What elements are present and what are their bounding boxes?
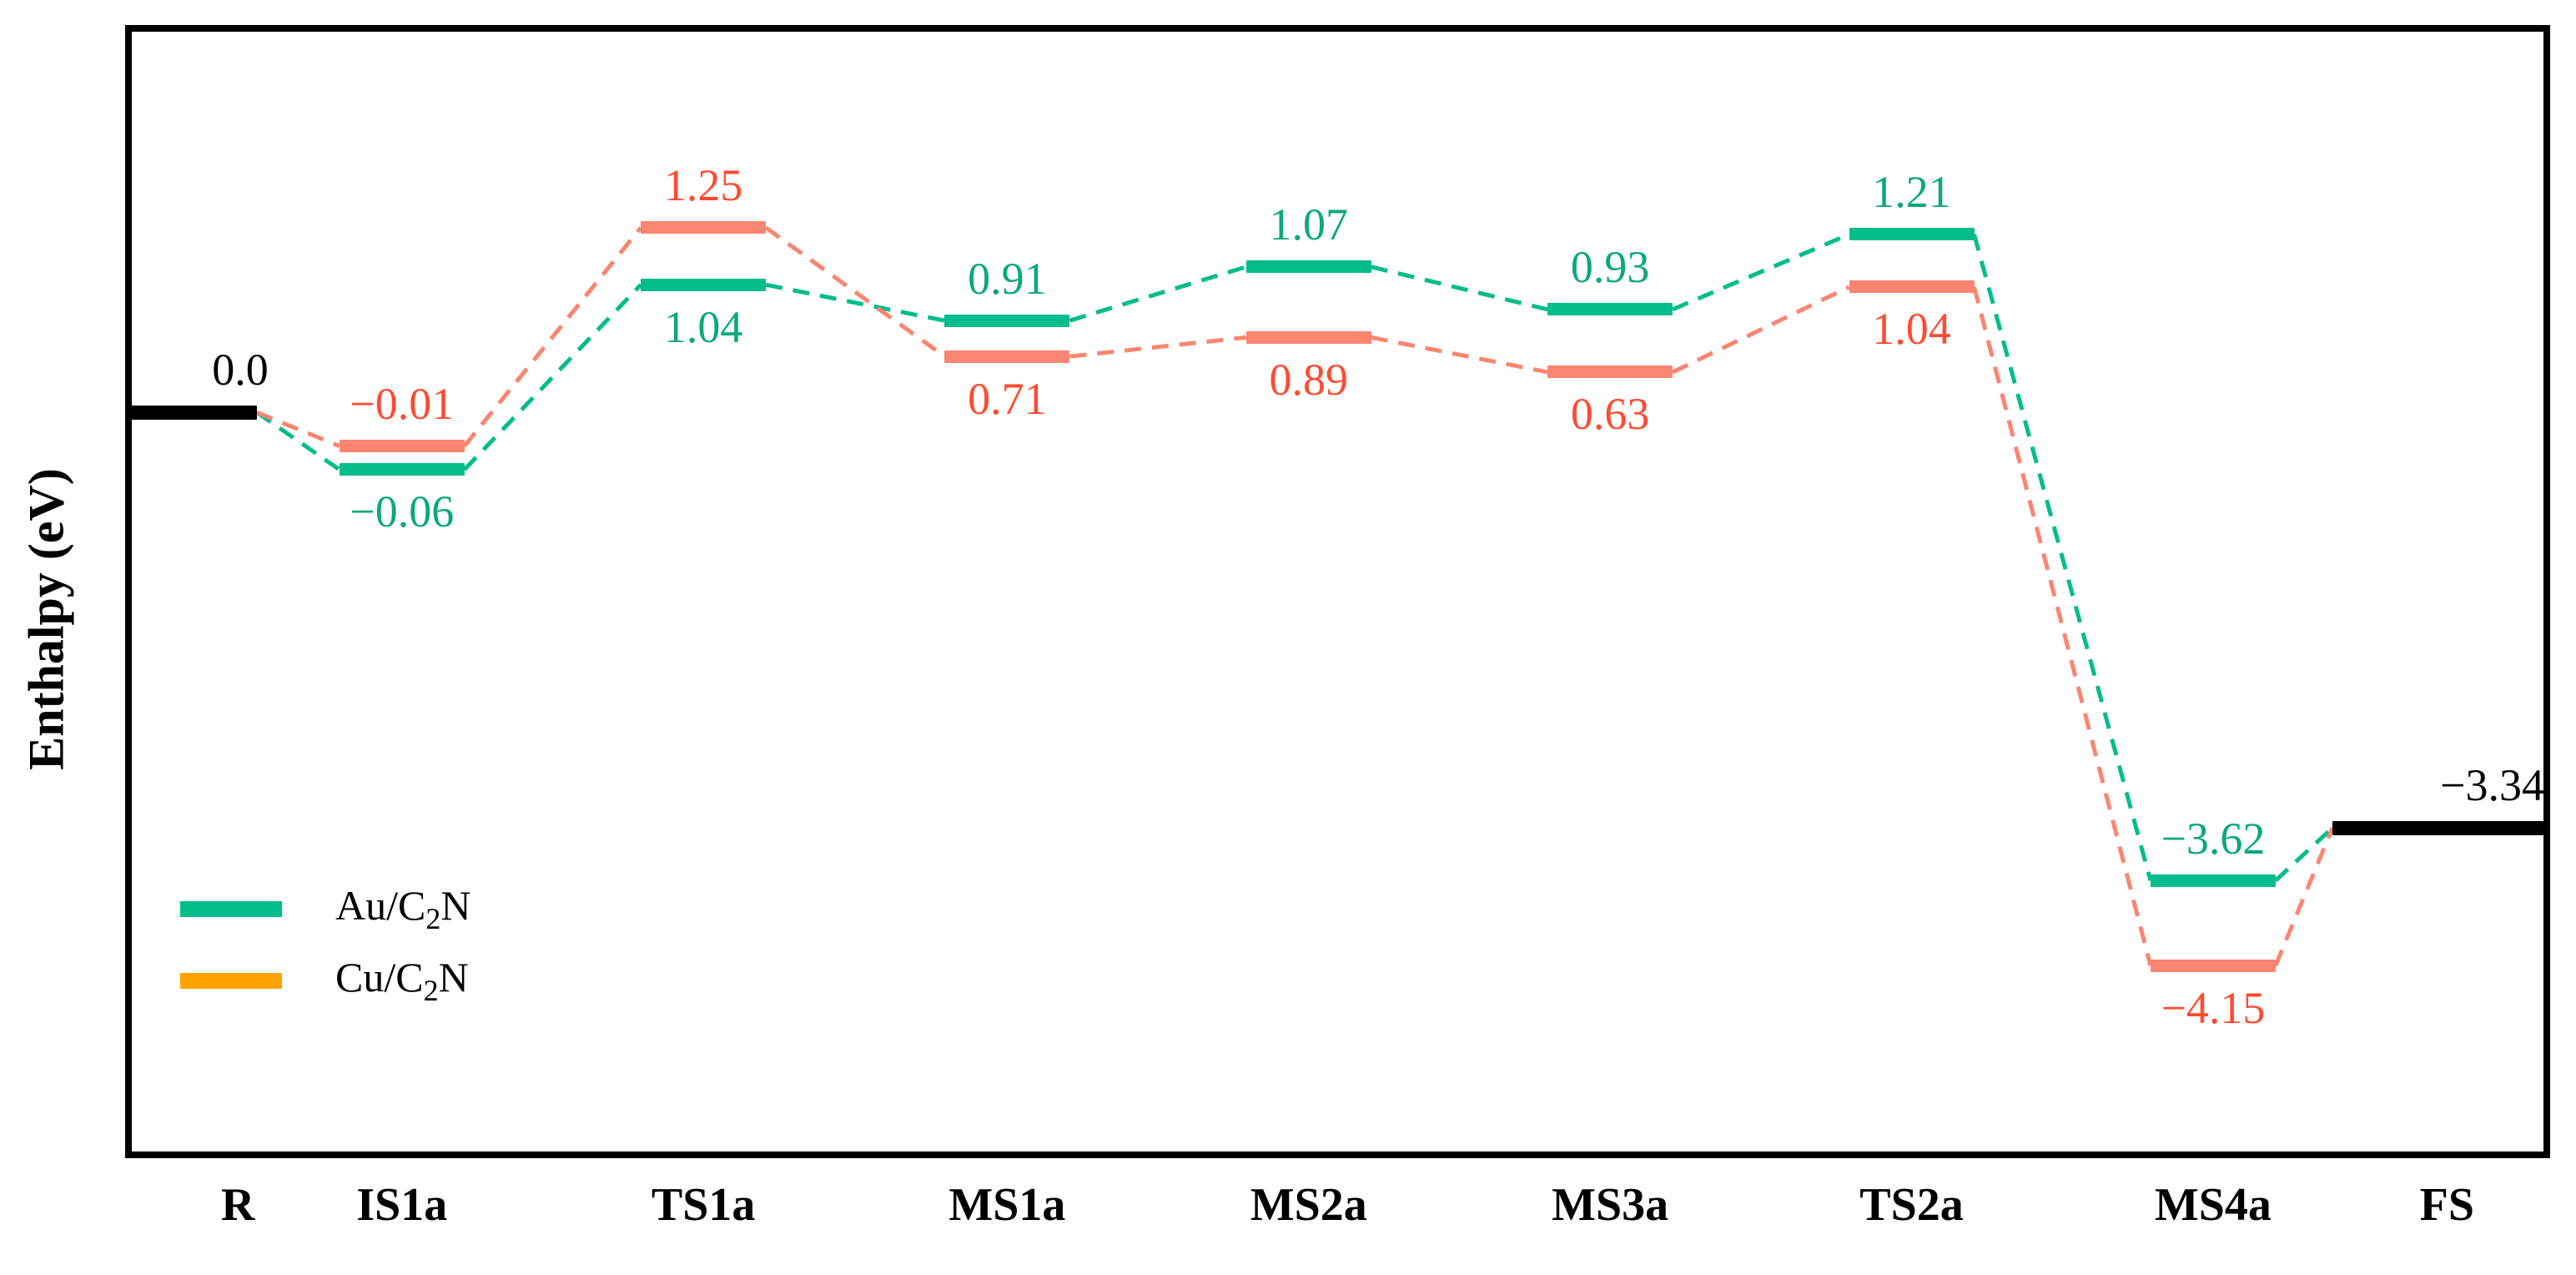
connector-au-MS4a-to-FS <box>2274 826 2334 883</box>
connector-lines <box>255 225 2335 967</box>
connector-cu-MS2a-to-MS3a <box>1371 335 1548 375</box>
level-value-TS1a-cu: 1.25 <box>663 160 743 211</box>
level-value-MS2a-au: 1.07 <box>1269 199 1349 250</box>
level-bar-MS1a-au <box>944 314 1070 327</box>
legend-item-au: Au/C2N <box>180 873 470 945</box>
x-axis-label-FS: FS <box>2419 1179 2475 1231</box>
level-bar-TS2a-au <box>1849 228 1975 241</box>
level-value-MS3a-cu: 0.63 <box>1570 389 1650 440</box>
y-axis-title: Enthalpy (eV) <box>18 468 74 770</box>
level-value-TS2a-cu: 1.04 <box>1872 304 1951 355</box>
x-axis-label-MS4a: MS4a <box>2154 1179 2272 1231</box>
level-bar-MS3a-au <box>1547 303 1673 316</box>
level-value-IS1a-au: −0.06 <box>350 486 455 537</box>
connector-au-MS3a-to-TS2a <box>1672 232 1850 312</box>
level-bar-MS1a-cu <box>944 350 1070 363</box>
x-axis-label-IS1a: IS1a <box>356 1179 448 1231</box>
connector-au-MS1a-to-MS2a <box>1069 265 1247 323</box>
level-value-TS1a-au: 1.04 <box>663 301 743 352</box>
level-bar-R-common <box>132 405 257 420</box>
level-bar-TS1a-cu <box>641 221 767 234</box>
connector-au-R-to-IS1a <box>255 411 341 471</box>
x-axis-label-R: R <box>220 1179 255 1231</box>
level-bar-IS1a-cu <box>339 440 465 453</box>
cu-line-swatch <box>180 972 282 989</box>
x-axis-label-MS2a: MS2a <box>1250 1179 1367 1231</box>
connector-au-MS2a-to-MS3a <box>1371 265 1548 312</box>
connector-cu-MS4a-to-FS <box>2273 827 2335 967</box>
connector-cu-TS2a-to-MS4a <box>1972 286 2153 966</box>
connector-cu-MS1a-to-MS2a <box>1069 335 1247 359</box>
level-bar-TS2a-cu <box>1849 280 1975 294</box>
level-value-MS1a-cu: 0.71 <box>968 373 1047 424</box>
connector-au-IS1a-to-TS1a <box>462 283 642 471</box>
x-axis-labels: R IS1a TS1a MS1a MS2a MS3a TS2a MS4a FS <box>132 1170 2543 1253</box>
plot-area: 0.0 −0.01 −0.06 1.25 1.04 0.91 0.71 1.07 0.89 0.9… <box>125 25 2550 1158</box>
level-value-MS2a-cu: 0.89 <box>1269 354 1349 405</box>
connector-cu-TS1a-to-MS1a <box>764 225 946 359</box>
level-value-TS2a-au: 1.21 <box>1872 167 1951 218</box>
plot-inner: 0.0 −0.01 −0.06 1.25 1.04 0.91 0.71 1.07 0.89 0.9… <box>132 32 2544 1152</box>
x-axis-label-MS1a: MS1a <box>948 1179 1066 1231</box>
connector-au-TS1a-to-MS1a <box>765 282 945 323</box>
level-value-MS3a-au: 0.93 <box>1570 242 1650 293</box>
level-value-MS1a-au: 0.91 <box>968 253 1047 304</box>
level-bar-MS4a-au <box>2150 874 2276 887</box>
level-bar-FS-common <box>2332 820 2543 835</box>
x-axis-label-TS1a: TS1a <box>651 1179 756 1231</box>
level-bar-MS4a-cu <box>2150 959 2276 972</box>
level-value-MS4a-au: −3.62 <box>2161 813 2266 864</box>
level-value-R-common: 0.0 <box>212 344 269 395</box>
connector-cu-IS1a-to-TS1a <box>462 226 643 448</box>
legend-label-au: Au/C2N <box>335 882 471 935</box>
connector-cu-MS3a-to-TS2a <box>1672 285 1850 375</box>
level-bar-IS1a-au <box>339 463 465 476</box>
au-line-swatch <box>180 900 282 917</box>
level-value-IS1a-cu: −0.01 <box>350 379 455 430</box>
level-bar-MS2a-cu <box>1245 330 1371 344</box>
level-bar-MS2a-au <box>1245 260 1371 274</box>
legend-item-cu: Cu/C2N <box>180 945 470 1016</box>
connector-cu-R-to-IS1a <box>256 410 340 448</box>
connector-au-TS2a-to-MS4a <box>1972 234 2153 881</box>
level-bar-TS1a-au <box>641 278 767 291</box>
level-bar-MS3a-cu <box>1547 365 1673 379</box>
level-value-FS-common: −3.34 <box>2440 759 2544 810</box>
level-value-MS4a-cu: −4.15 <box>2161 982 2266 1033</box>
legend-label-cu: Cu/C2N <box>335 954 469 1007</box>
legend: Au/C2N Cu/C2N <box>180 873 470 1016</box>
x-axis-label-TS2a: TS2a <box>1859 1179 1964 1231</box>
x-axis-label-MS3a: MS3a <box>1552 1179 1669 1231</box>
